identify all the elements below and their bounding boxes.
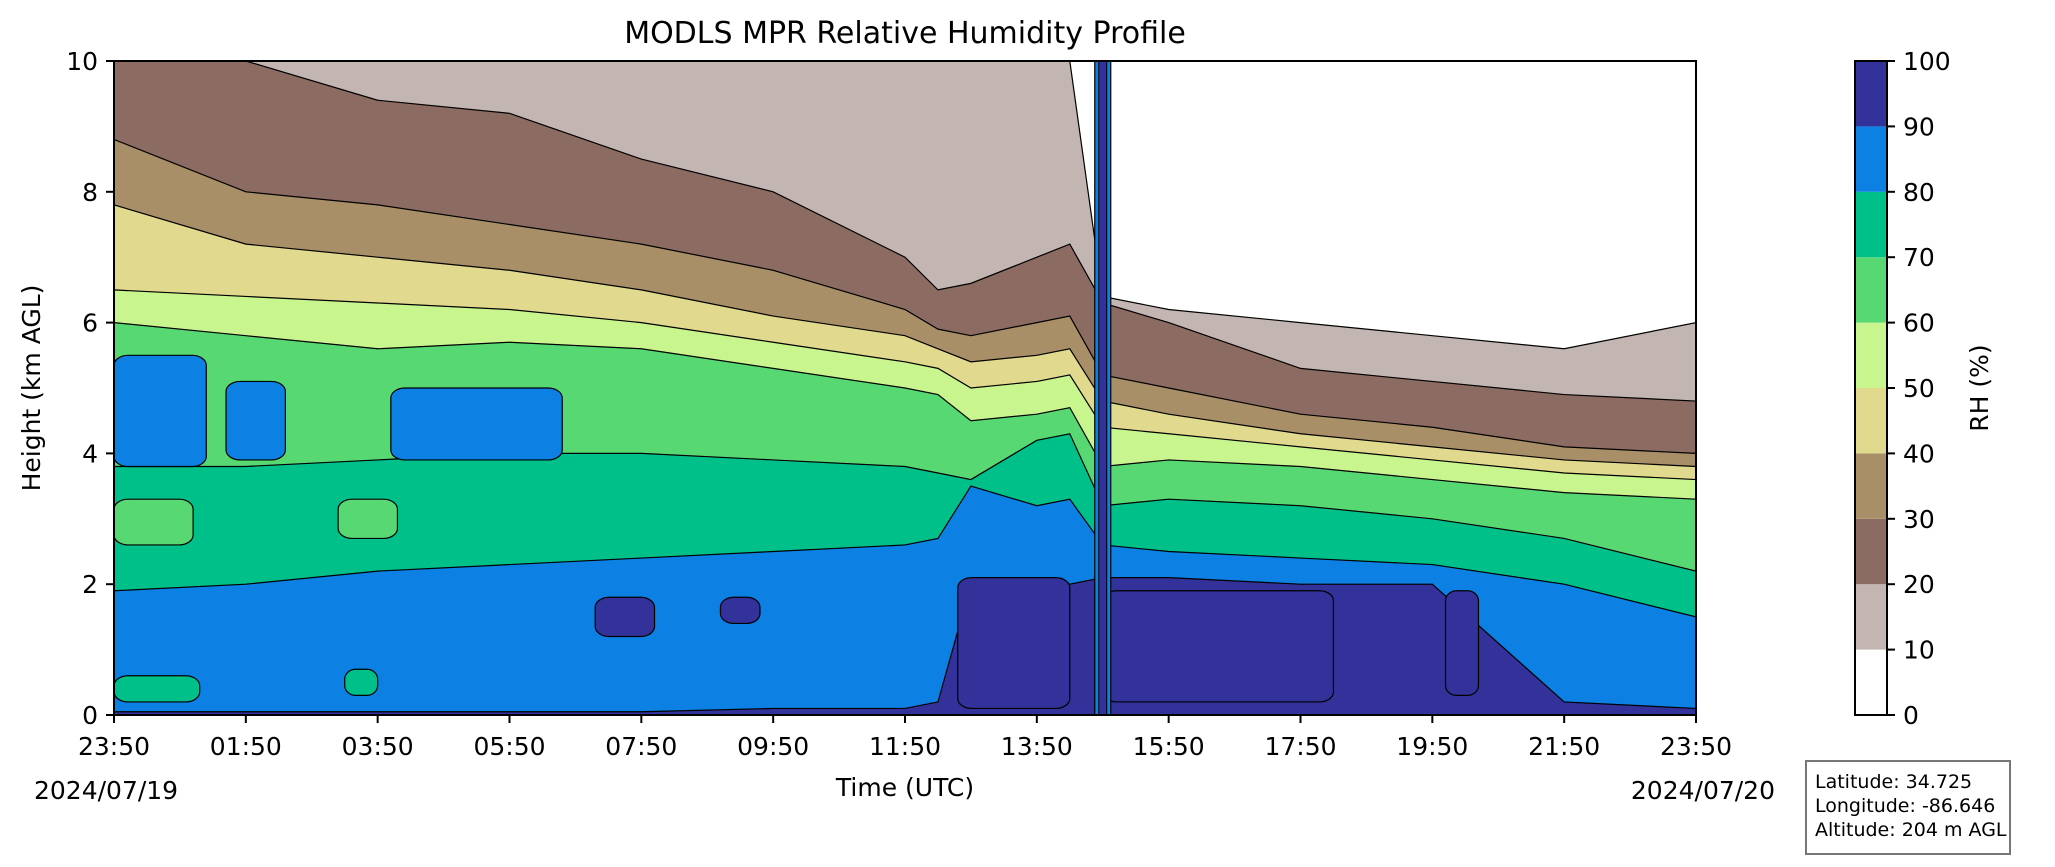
colorbar-segment-70 — [1855, 191, 1887, 258]
x-tick-label: 19:50 — [1396, 732, 1468, 761]
moist-patch-3 — [114, 498, 194, 546]
moist-patch-1 — [225, 380, 286, 461]
colorbar-tick-label: 40 — [1903, 439, 1935, 468]
colorbar-segment-80 — [1855, 126, 1887, 192]
moist-patch-0 — [114, 354, 207, 468]
colorbar-tick-label: 10 — [1903, 636, 1935, 665]
colorbar-tick-label: 70 — [1903, 243, 1935, 272]
moist-patch-2 — [390, 387, 563, 461]
x-tick-label: 21:50 — [1528, 732, 1600, 761]
x-tick-label: 17:50 — [1264, 732, 1336, 761]
chart-title: MODLS MPR Relative Humidity Profile — [624, 16, 1186, 51]
moist-patch-8 — [719, 596, 761, 625]
moist-patch-10 — [1102, 590, 1335, 703]
latitude-text: Latitude: 34.725 — [1815, 771, 1973, 793]
colorbar-tick-label: 20 — [1903, 570, 1935, 599]
x-tick-label: 05:50 — [473, 732, 545, 761]
altitude-text: Altitude: 204 m AGL — [1815, 819, 2007, 841]
colorbar-segment-20 — [1855, 518, 1887, 585]
x-tick-label: 13:50 — [1001, 732, 1073, 761]
y-tick-label: 2 — [82, 570, 98, 599]
x-axis-label: Time (UTC) — [835, 773, 974, 802]
colorbar-tick-label: 60 — [1903, 309, 1935, 338]
moist-patch-9 — [957, 577, 1071, 710]
colorbar-tick-label: 0 — [1903, 701, 1919, 730]
colorbar-segment-40 — [1855, 388, 1887, 454]
colorbar-label: RH (%) — [1965, 344, 1994, 431]
longitude-text: Longitude: -86.646 — [1815, 795, 1996, 817]
end-date-label: 2024/07/20 — [1631, 776, 1775, 805]
colorbar-segment-10 — [1855, 584, 1887, 650]
colorbar-tick-label: 50 — [1903, 374, 1935, 403]
y-tick-label: 8 — [82, 178, 98, 207]
contour-plot-area — [114, 61, 1696, 715]
colorbar: 0 10 20 30 40 50 60 70 80 90 100 — [1854, 47, 1951, 730]
x-tick-label: 09:50 — [737, 732, 809, 761]
moist-patch-5 — [344, 668, 379, 696]
x-tick-label: 15:50 — [1133, 732, 1205, 761]
x-tick-label: 23:50 — [1660, 732, 1732, 761]
station-info-box: Latitude: 34.725 Longitude: -86.646 Alti… — [1805, 760, 2011, 855]
moist-patch-7 — [594, 596, 656, 638]
y-tick-label: 6 — [82, 309, 98, 338]
x-tick-label: 01:50 — [210, 732, 282, 761]
colorbar-segment-30 — [1855, 453, 1887, 519]
colorbar-segment-90 — [1855, 61, 1887, 127]
colorbar-tick-label: 90 — [1903, 112, 1935, 141]
colorbar-tick-label: 80 — [1903, 178, 1935, 207]
y-axis: 0 2 4 6 8 10 — [66, 47, 114, 730]
y-tick-label: 10 — [66, 47, 98, 76]
colorbar-segment-50 — [1855, 322, 1887, 388]
colorbar-tick-label: 30 — [1903, 505, 1935, 534]
x-tick-label: 11:50 — [869, 732, 941, 761]
moist-patch-4 — [337, 498, 399, 540]
colorbar-tick-label: 100 — [1903, 47, 1951, 76]
start-date-label: 2024/07/19 — [34, 776, 178, 805]
y-tick-label: 0 — [82, 701, 98, 730]
colorbar-segment-0 — [1855, 649, 1887, 715]
colorbar-segment-60 — [1855, 257, 1887, 323]
vertical-saturated-core — [1098, 61, 1108, 715]
x-tick-label: 07:50 — [605, 732, 677, 761]
moist-patch-6 — [114, 675, 201, 703]
x-tick-label: 23:50 — [78, 732, 150, 761]
x-tick-label: 03:50 — [342, 732, 414, 761]
y-tick-label: 4 — [82, 439, 98, 468]
moist-patch-11 — [1444, 590, 1480, 696]
y-axis-label: Height (km AGL) — [17, 285, 46, 492]
x-axis: 23:50 01:50 03:50 05:50 07:50 09:50 11:50 13:50… — [78, 715, 1732, 761]
